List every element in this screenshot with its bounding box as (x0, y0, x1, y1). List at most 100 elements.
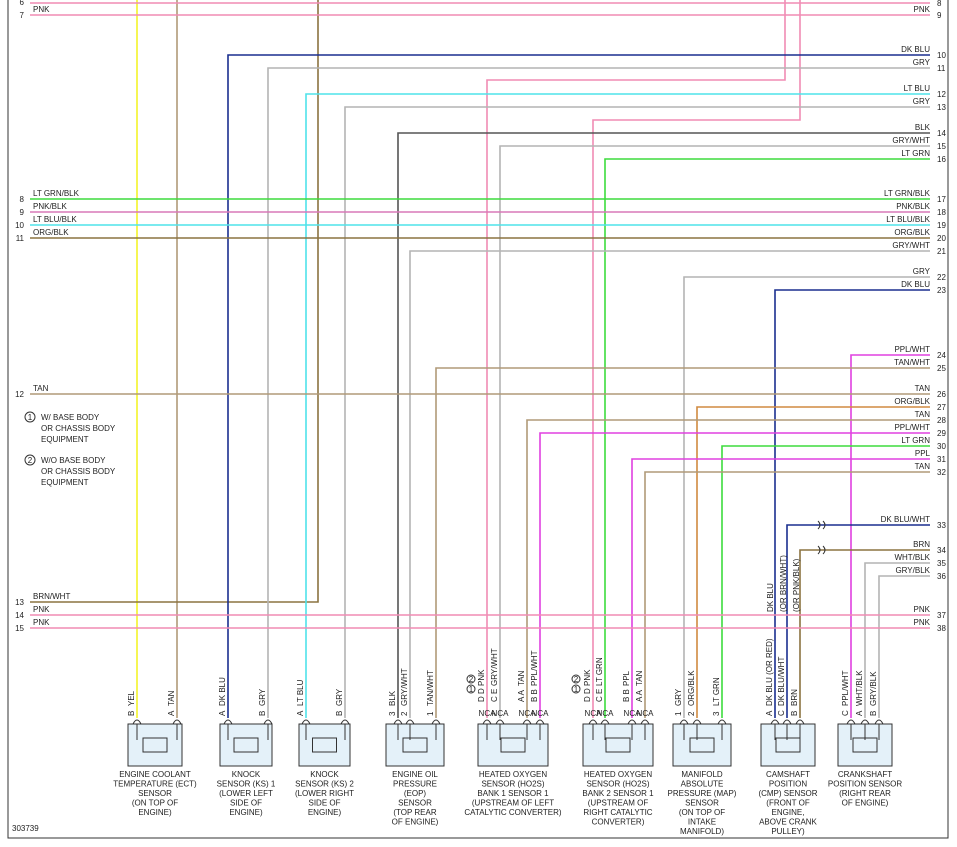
pin-wire: ORG/BLK (687, 670, 696, 706)
right-wire-number: 32 (937, 468, 946, 477)
wire (774, 289, 930, 718)
sensor-box (477, 723, 549, 767)
note-text: OR CHASSIS BODY (41, 467, 116, 476)
sensor-name: (LOWER LEFT (219, 789, 273, 798)
pin-id: B (127, 711, 136, 716)
left-wire-number: 12 (15, 390, 24, 399)
splice (822, 520, 826, 530)
sensor-name: SENSOR (KS) 2 (295, 780, 354, 789)
note-marker (24, 411, 36, 423)
right-wire-label: PPL/WHT (894, 345, 930, 354)
pin-id: B (258, 711, 267, 716)
cmp-alternate: (OR BRN/WHT) (779, 555, 788, 612)
wire (409, 250, 930, 718)
wire (644, 471, 930, 718)
sensor-name: (ON TOP OF (679, 808, 725, 817)
sensor-name: (UPSTREAM OF LEFT (472, 799, 554, 808)
right-wire-label: PNK/BLK (896, 202, 930, 211)
pin-wire: GRY (674, 688, 683, 706)
splice (817, 545, 821, 555)
right-wire-number: 29 (937, 429, 946, 438)
pin-id: 2 (400, 711, 409, 716)
pin-wire: GRY/BLK (869, 671, 878, 706)
pin-note: NCA (624, 709, 642, 718)
pin (482, 719, 492, 725)
sensor-symbol (605, 737, 631, 753)
pin-wire: WHT/BLK (855, 670, 864, 706)
right-wire-number: 23 (937, 286, 946, 295)
pin-note: NCA (585, 709, 603, 718)
left-wire-number: 15 (15, 624, 24, 633)
sensor-name: BANK 2 SENSOR 1 (582, 789, 654, 798)
sensor-name: BANK 1 SENSOR 1 (477, 789, 549, 798)
pin-id: C (841, 710, 850, 716)
pin-id: A (218, 710, 227, 716)
pin-id: B B (622, 689, 631, 702)
right-wire-label: TAN (915, 384, 931, 393)
sensor-box (672, 723, 732, 767)
wire (592, 0, 801, 718)
right-wire-number: 8 (937, 0, 942, 8)
sensor-name: (CMP) SENSOR (758, 789, 817, 798)
pin (679, 719, 689, 725)
sensor-name: KNOCK (232, 770, 261, 779)
pin-wire: PPL/WHT (530, 650, 539, 686)
sensor-box (298, 723, 351, 767)
sensor-name: CONVERTER) (592, 818, 645, 827)
pin-wire: TAN (517, 670, 526, 686)
sensor-name: KNOCK (310, 770, 339, 779)
pin-wire: PPL (622, 670, 631, 686)
sensor-name: ENGINE) (308, 808, 342, 817)
sensor-symbol (775, 737, 801, 753)
note-text: OR CHASSIS BODY (41, 424, 116, 433)
pin-id: A (296, 710, 305, 716)
note-marker (24, 454, 36, 466)
sensor-name: ABOVE CRANK (759, 818, 817, 827)
wire (850, 354, 930, 718)
sensor-name: SENSOR (138, 789, 172, 798)
left-wire-number: 6 (20, 0, 25, 7)
pin-wire: TAN (635, 670, 644, 686)
sensor-name: (LOWER RIGHT (295, 789, 354, 798)
right-wire-label: PNK (914, 618, 931, 627)
pin-wire: PNK (583, 669, 592, 686)
sensor-name: SIDE OF (230, 799, 262, 808)
right-wire-number: 31 (937, 455, 946, 464)
pin-note: NCA (597, 709, 615, 718)
pin (846, 719, 856, 725)
right-wire-number: 33 (937, 521, 946, 530)
right-wire-label: TAN/WHT (894, 358, 930, 367)
sensor-name: ABSOLUTE (681, 780, 724, 789)
pin-wire: BRN (790, 689, 799, 706)
sensor-symbol (500, 737, 526, 753)
left-wire-label: PNK/BLK (33, 202, 67, 211)
left-wire-number: 14 (15, 611, 24, 620)
right-wire-number: 14 (937, 129, 946, 138)
right-wire-label: PNK (914, 5, 931, 14)
note-text: EQUIPMENT (41, 478, 89, 487)
pin (405, 719, 415, 725)
pin-id: 1 (674, 711, 683, 716)
pin-wire: TAN (167, 690, 176, 706)
pin (393, 719, 403, 725)
right-wire-label: LT BLU (904, 84, 931, 93)
pin-wire: LT GRN (595, 657, 604, 686)
right-wire-number: 19 (937, 221, 946, 230)
wire (499, 145, 930, 718)
right-wire-label: WHT/BLK (894, 553, 930, 562)
option-number: 1 (574, 685, 579, 694)
cmp-alternate: (OR PNK/BLK) (792, 558, 801, 612)
wire (721, 445, 930, 718)
right-wire-number: 27 (937, 403, 946, 412)
left-wire-number: 8 (20, 195, 25, 204)
pin-wire: BLK (388, 690, 397, 706)
pin-id: D D (583, 688, 592, 702)
sensor-name: PRESSURE (393, 780, 437, 789)
right-wire-label: LT GRN/BLK (884, 189, 931, 198)
option-number: 2 (574, 675, 579, 684)
right-wire-label: DK BLU/WHT (881, 515, 930, 524)
wire (30, 0, 319, 603)
wire (397, 132, 930, 718)
splice (822, 545, 826, 555)
sensor-name: (ON TOP OF (132, 799, 178, 808)
